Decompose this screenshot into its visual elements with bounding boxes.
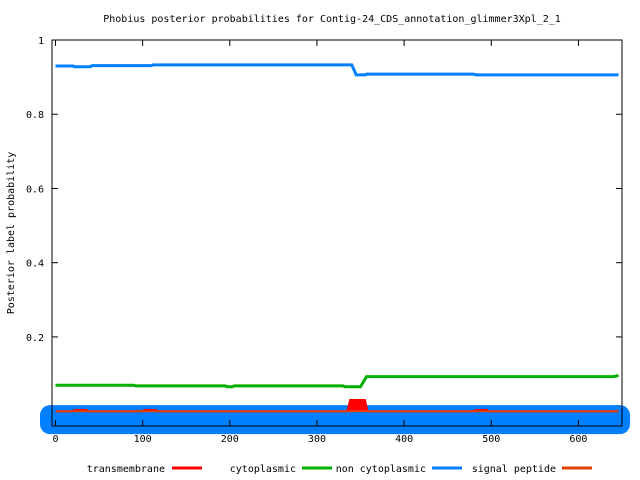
series-cytoplasmic-line: [55, 374, 619, 389]
series-non-cytoplasmic-line: [55, 63, 619, 77]
legend: transmembrane cytoplasmic non cytoplasmic s…: [87, 464, 592, 475]
x-tick-label: 300: [308, 434, 326, 445]
legend-label-transmembrane: transmembrane: [87, 464, 165, 475]
plot-frame: [51, 39, 623, 427]
y-tick-label: 0.8: [26, 110, 44, 121]
y-axis-label: Posterior label probability: [6, 152, 17, 315]
x-tick-label: 0: [52, 434, 58, 445]
y-tick-label: 0.2: [26, 333, 44, 344]
legend-label-cytoplasmic: cytoplasmic: [230, 464, 296, 475]
x-tick-label: 600: [569, 434, 587, 445]
series-layer: [40, 63, 630, 435]
chart-title: Phobius posterior probabilities for Cont…: [103, 14, 561, 25]
x-tick-label: 200: [221, 434, 239, 445]
x-tick-label: 100: [134, 434, 152, 445]
axes-layer: 0.2 0.4 0.6 0.8 1 0 100 200 300 400 500 600: [26, 36, 622, 445]
y-tick-label: 0.6: [26, 184, 44, 195]
legend-label-signal-peptide: signal peptide: [472, 464, 556, 475]
non-cytoplasmic-baseline-band: [40, 405, 630, 435]
y-tick-label: 1: [38, 36, 44, 47]
x-tick-label: 500: [482, 434, 500, 445]
legend-label-non-cytoplasmic: non cytoplasmic: [336, 464, 426, 475]
x-tick-label: 400: [395, 434, 413, 445]
y-tick-label: 0.4: [26, 259, 44, 270]
